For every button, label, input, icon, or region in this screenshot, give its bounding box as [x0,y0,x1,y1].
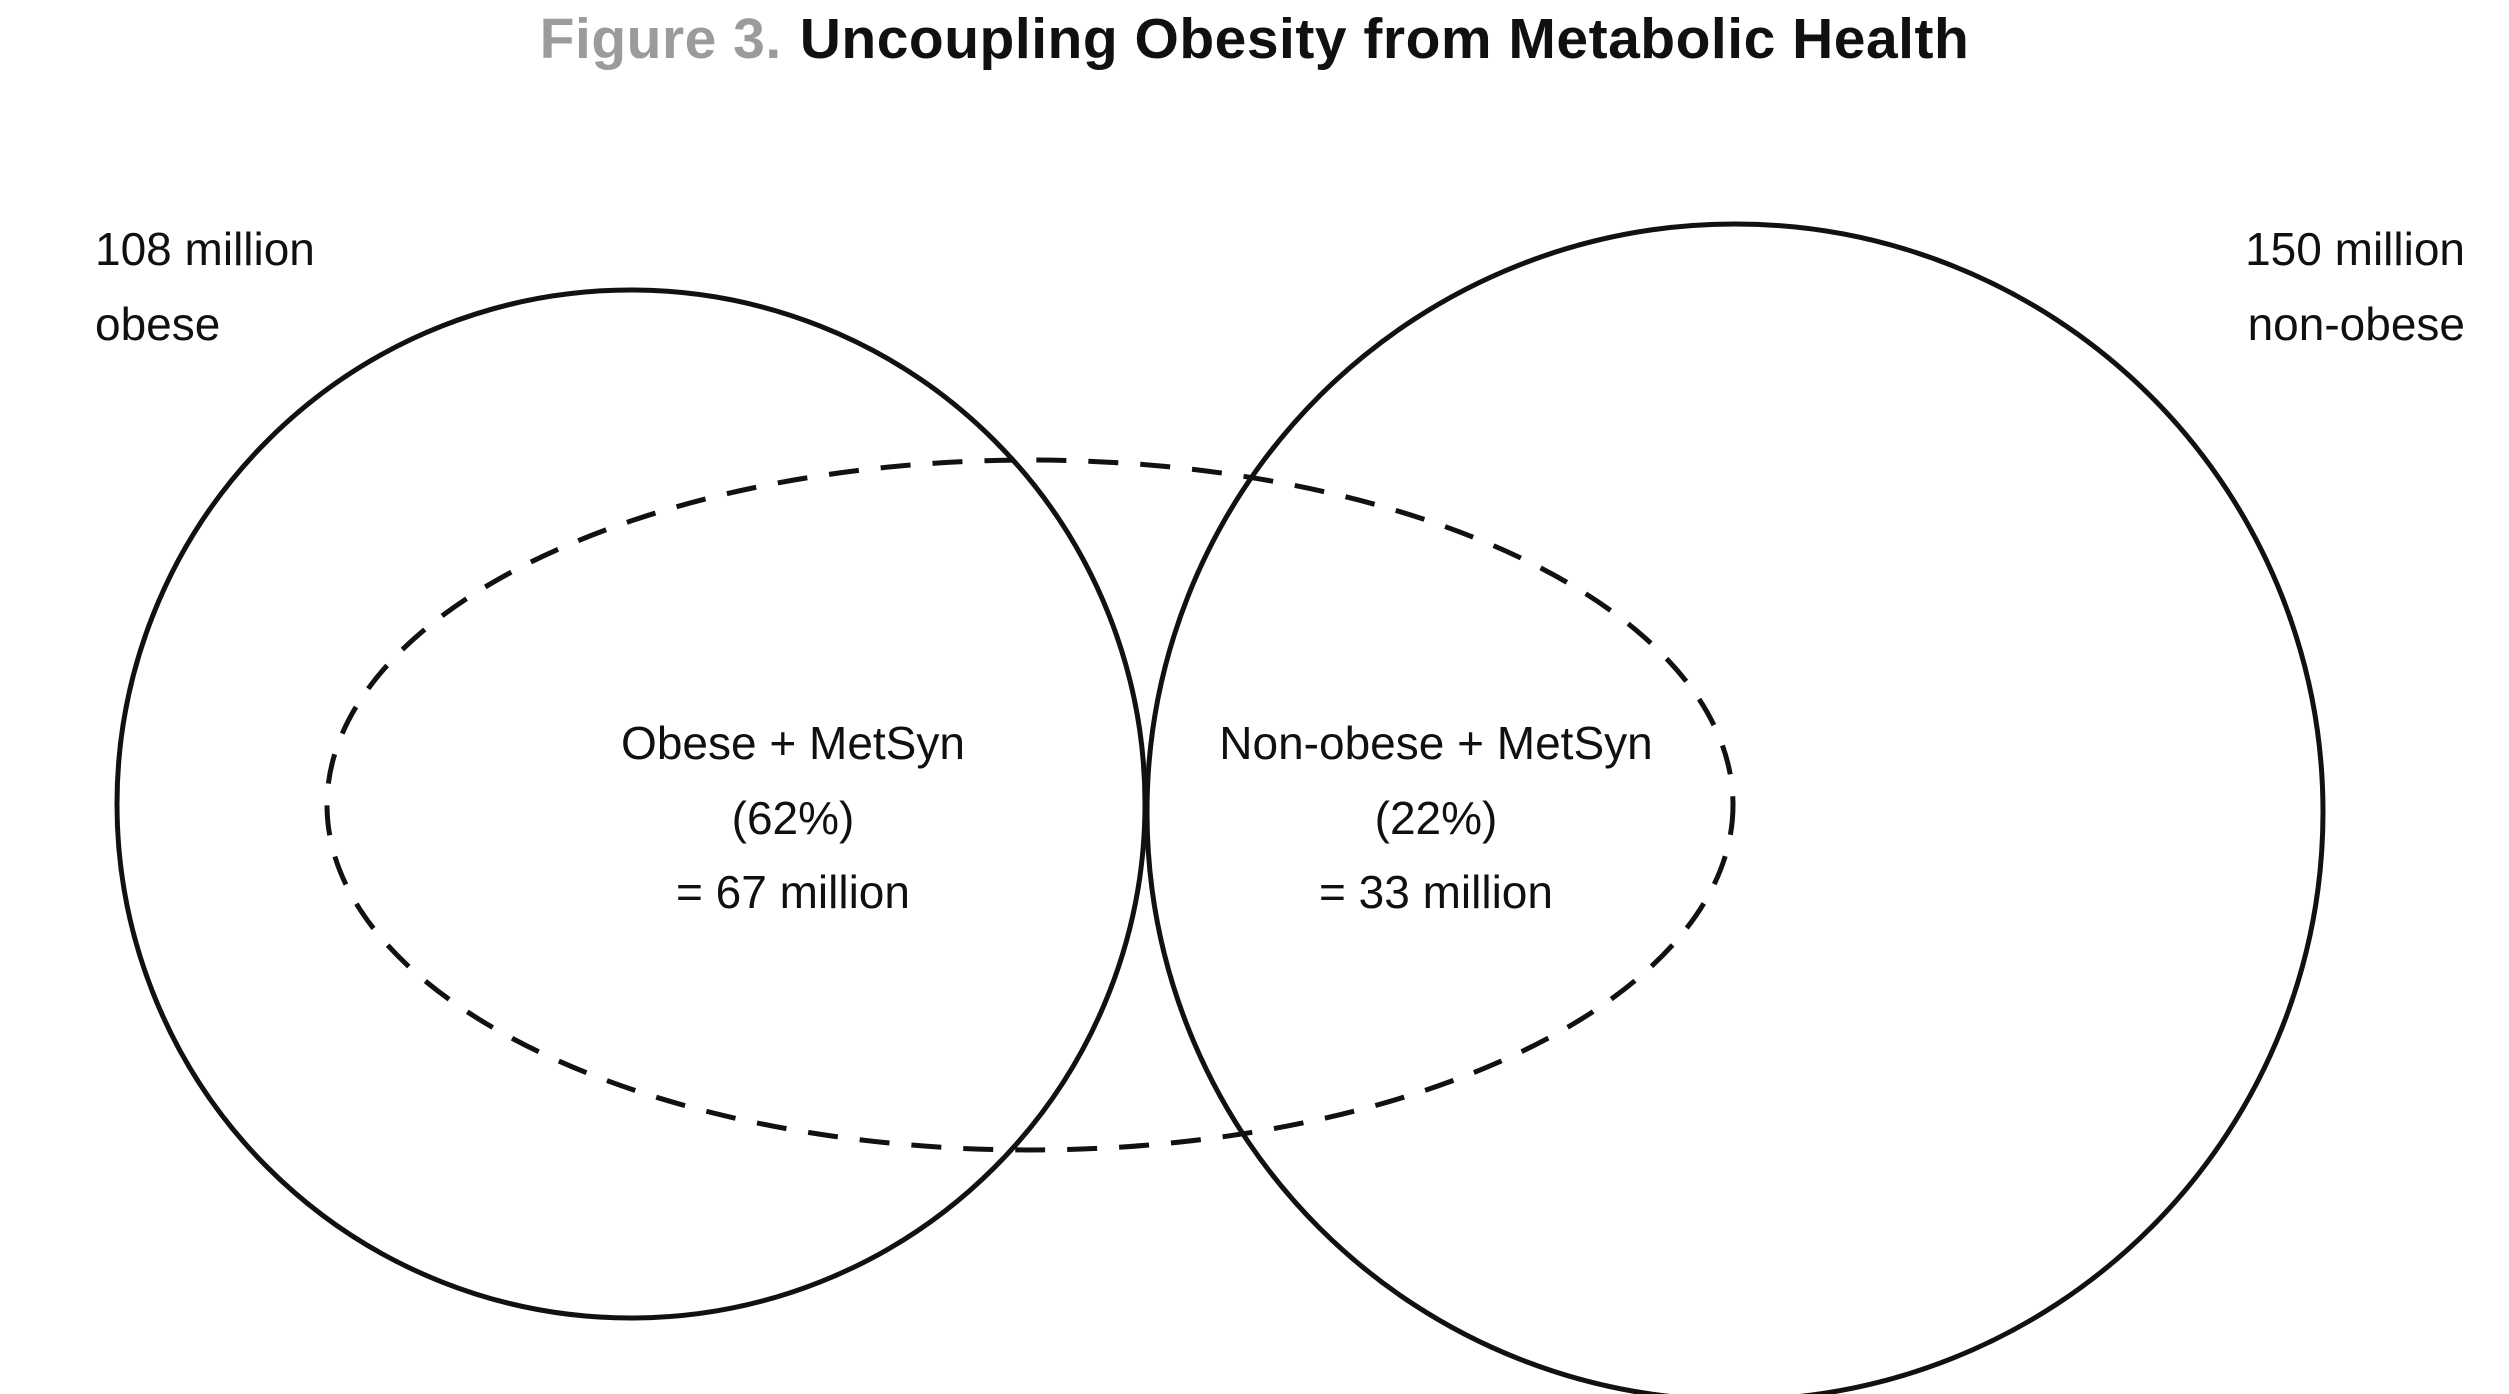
figure-title-prefix: Figure 3. [539,7,782,71]
non-obese-circle [1144,221,2326,1394]
obese-metsyn-line3: = 67 million [676,866,910,919]
figure-title-text: Uncoupling Obesity from Metabolic Health [799,7,1970,71]
obese-circle-label-line1: 108 million [95,223,315,275]
obese-metsyn-line2: (62%) [731,791,855,844]
non-obese-circle-label-line2: non-obese [2247,297,2465,350]
obese-metsyn-line1: Obese + MetSyn [621,717,965,769]
obese-circle-label: 108 million obese [95,212,315,361]
metsyn-dashed-ellipse [324,457,1736,1153]
non-obese-metsyn-line3: = 33 million [1319,866,1553,919]
obese-metsyn-label: Obese + MetSyn (62%) = 67 million [621,706,965,930]
non-obese-metsyn-line2: (22%) [1374,791,1498,844]
non-obese-circle-label-line1: 150 million [2245,223,2465,275]
figure-title: Figure 3. Uncoupling Obesity from Metabol… [0,6,2509,72]
non-obese-metsyn-label: Non-obese + MetSyn (22%) = 33 million [1219,706,1652,930]
non-obese-metsyn-line1: Non-obese + MetSyn [1219,717,1653,769]
obese-circle-label-line2: obese [95,297,221,350]
non-obese-circle-label: 150 million non-obese [2245,212,2465,361]
